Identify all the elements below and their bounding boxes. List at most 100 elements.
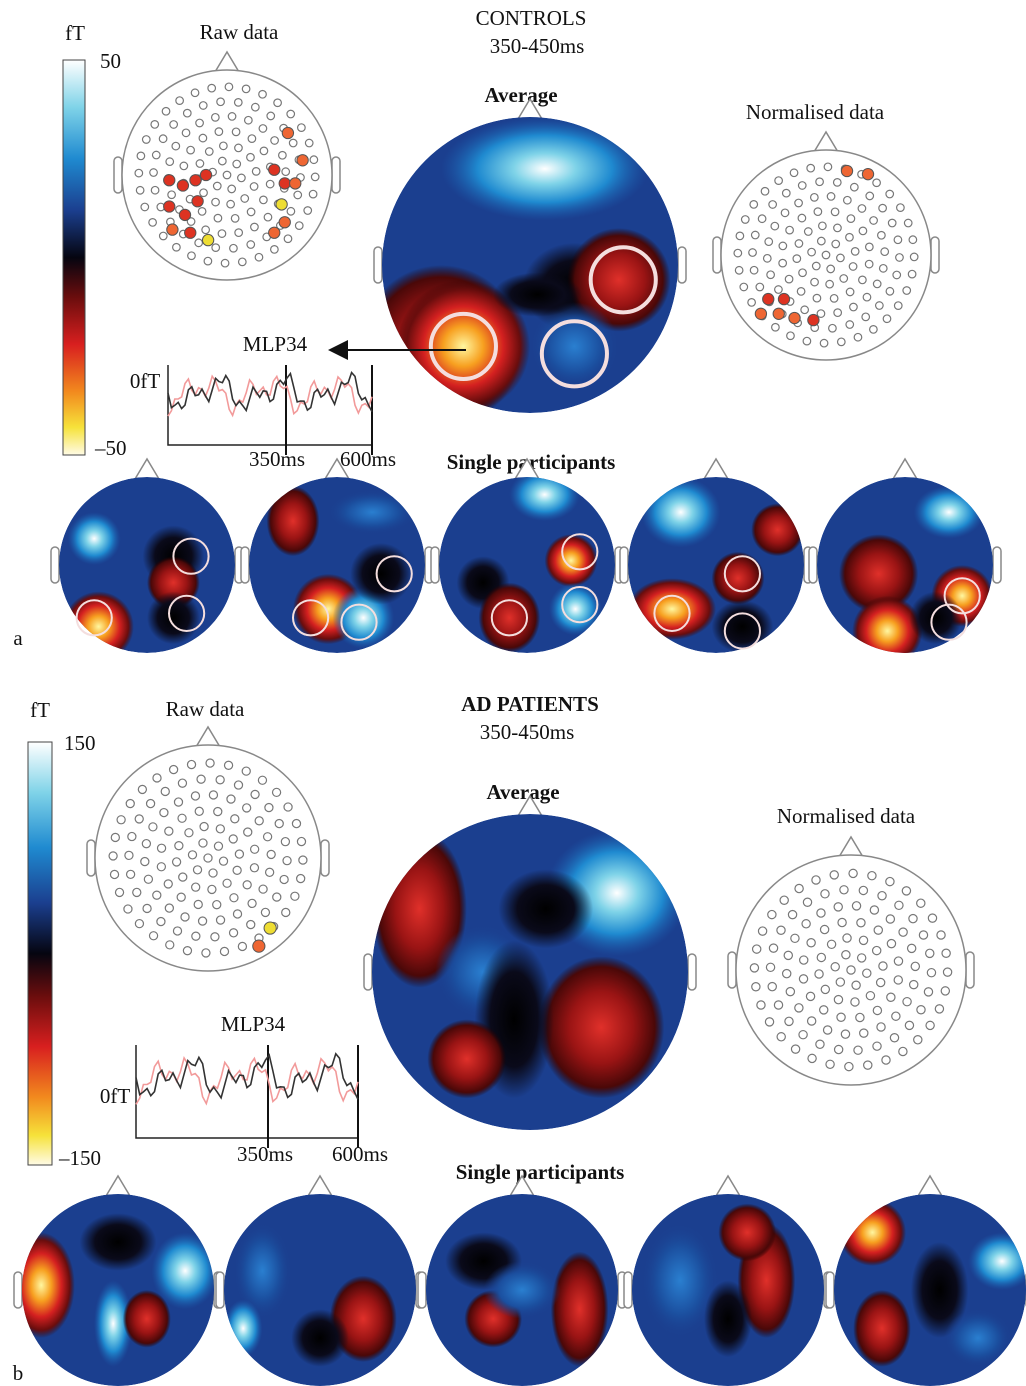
sensor xyxy=(870,217,878,225)
average-title: Average xyxy=(484,83,557,107)
sensor xyxy=(151,186,159,194)
field-blob xyxy=(63,591,133,661)
sensor xyxy=(199,134,207,142)
ear xyxy=(728,952,736,988)
sensor xyxy=(750,266,758,274)
sensor xyxy=(858,954,866,962)
sensor xyxy=(245,116,253,124)
field-blob xyxy=(641,477,720,547)
ear xyxy=(332,157,340,193)
sensor-map xyxy=(713,132,939,360)
sensor xyxy=(806,992,814,1000)
trace-plot xyxy=(168,365,372,455)
sensor xyxy=(212,114,220,122)
sensor xyxy=(942,949,950,957)
ear xyxy=(620,547,628,583)
sensor xyxy=(180,162,188,170)
sensor xyxy=(205,148,213,156)
sensor xyxy=(787,332,795,340)
sensor xyxy=(235,850,243,858)
active-sensor xyxy=(164,201,175,212)
axes xyxy=(136,1045,358,1138)
active-sensor xyxy=(297,155,308,166)
sensor xyxy=(292,820,300,828)
raw-title: Raw data xyxy=(200,20,279,44)
sensor xyxy=(219,157,227,165)
sensor xyxy=(852,981,860,989)
ear xyxy=(624,1272,632,1308)
sensor xyxy=(150,169,158,177)
field-blob xyxy=(853,1290,911,1367)
sensor xyxy=(273,893,281,901)
sensor xyxy=(204,854,212,862)
sensor xyxy=(748,299,756,307)
sensor xyxy=(173,927,181,935)
sensor xyxy=(188,252,196,260)
colorbar-unit: fT xyxy=(30,698,50,722)
nose xyxy=(893,459,917,479)
sensor xyxy=(876,302,884,310)
sensor xyxy=(157,844,165,852)
sensor xyxy=(786,987,794,995)
active-sensor xyxy=(282,127,293,138)
sensor xyxy=(126,799,134,807)
sensor xyxy=(803,337,811,345)
nose xyxy=(106,1176,130,1196)
sensor xyxy=(793,255,801,263)
sensor xyxy=(903,998,911,1006)
active-sensor xyxy=(778,293,789,304)
sensor xyxy=(135,815,143,823)
sensor xyxy=(816,1040,824,1048)
sensor xyxy=(799,269,807,277)
sensor xyxy=(886,288,894,296)
sensor xyxy=(815,970,823,978)
sensor xyxy=(826,1060,834,1068)
sensor xyxy=(750,201,758,209)
sensor xyxy=(202,226,210,234)
ear xyxy=(241,547,249,583)
trace-zero: 0fT xyxy=(130,369,160,393)
sensor xyxy=(229,835,237,843)
sensor xyxy=(757,1001,765,1009)
sensor xyxy=(779,242,787,250)
sensor xyxy=(185,829,193,837)
active-sensor xyxy=(167,224,178,235)
sensor xyxy=(291,892,299,900)
sensor xyxy=(166,941,174,949)
ear xyxy=(114,157,122,193)
sensor xyxy=(115,888,123,896)
sensor xyxy=(128,832,136,840)
field-blob xyxy=(839,1199,906,1266)
sensor xyxy=(260,147,268,155)
active-sensor xyxy=(202,234,213,245)
ear xyxy=(713,237,721,273)
sensor xyxy=(887,939,895,947)
field-blob xyxy=(328,490,416,534)
sensor xyxy=(196,119,204,127)
active-sensor xyxy=(276,199,287,210)
sensor xyxy=(229,929,237,937)
sensor xyxy=(878,892,886,900)
sensor xyxy=(741,216,749,224)
sensor xyxy=(202,949,210,957)
sensor xyxy=(153,774,161,782)
sensor xyxy=(756,283,764,291)
trace-plot xyxy=(136,1045,358,1148)
sensor xyxy=(893,271,901,279)
sensor xyxy=(917,899,925,907)
sensor xyxy=(160,809,168,817)
sensor xyxy=(784,951,792,959)
sensor xyxy=(846,288,854,296)
sensor xyxy=(834,903,842,911)
sensor xyxy=(284,803,292,811)
sensor xyxy=(271,137,279,145)
sensor xyxy=(817,310,825,318)
sensor xyxy=(879,204,887,212)
sensor xyxy=(175,842,183,850)
sensor-map xyxy=(114,52,340,280)
sensor xyxy=(888,219,896,227)
sensor xyxy=(837,1013,845,1021)
sensor-map xyxy=(87,727,329,971)
field-blob xyxy=(538,956,664,1098)
sensor xyxy=(851,248,859,256)
